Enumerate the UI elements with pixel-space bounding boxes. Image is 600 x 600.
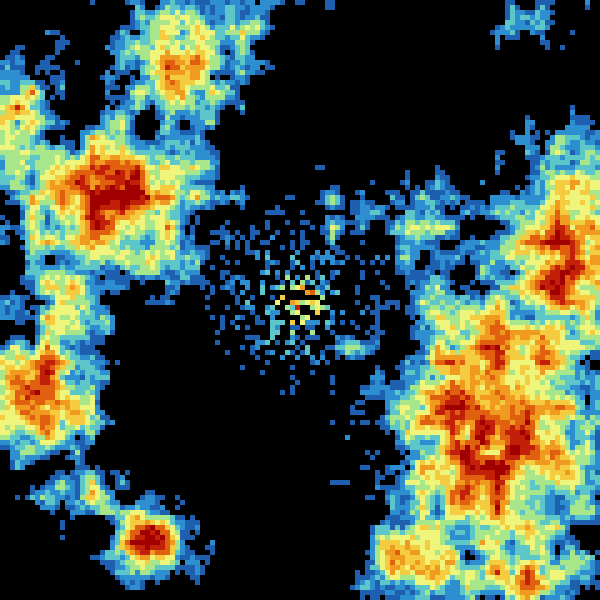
radar-reflectivity-image [0, 0, 600, 600]
